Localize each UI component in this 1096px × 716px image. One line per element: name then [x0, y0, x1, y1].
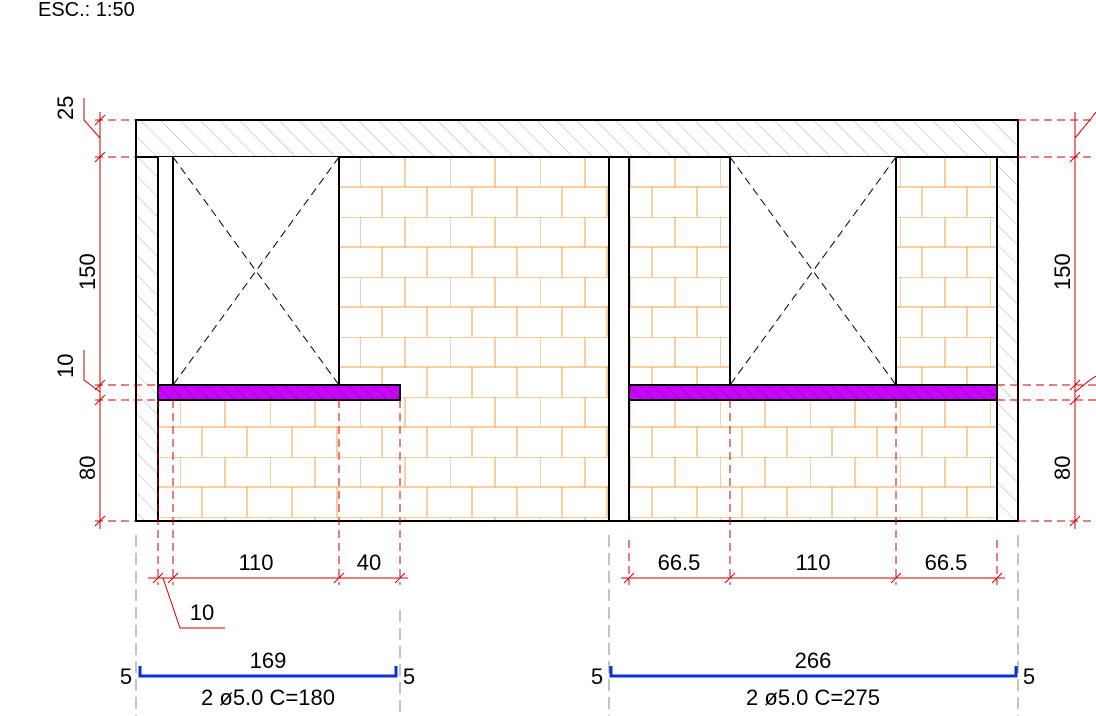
- rebar1-hook-left: 5: [120, 664, 132, 689]
- right-dimension-chain: [1069, 111, 1096, 529]
- rebar2-spec: 2 ø5.0 C=275: [746, 685, 880, 710]
- columns: [135, 156, 1019, 522]
- dim-bottom-right: 80: [1050, 456, 1075, 480]
- scale-label: ESC.: 1:50: [38, 0, 135, 21]
- dim-window1-opening: 110: [238, 550, 273, 575]
- window2-dim-extensions: [628, 400, 998, 585]
- rebar2-hook-left: 5: [591, 664, 603, 689]
- sill-beam-1: [157, 384, 401, 401]
- dim-window2-opening: 110: [795, 550, 830, 575]
- level-extension-lines: [95, 119, 1096, 522]
- rebar-1: [138, 666, 398, 678]
- dim-window1-offset: 10: [190, 600, 214, 625]
- rebar1-length: 169: [250, 648, 287, 673]
- window2-dim-line: [621, 572, 1005, 584]
- rebar2-hook-right: 5: [1023, 664, 1035, 689]
- window-opening-1: [157, 156, 340, 386]
- dim-window1-extension: 40: [357, 550, 381, 575]
- top-beam: [135, 119, 1019, 158]
- dim-window2-right: 66.5: [925, 550, 968, 575]
- rebar1-spec: 2 ø5.0 C=180: [201, 685, 335, 710]
- wall-outline: [135, 119, 1019, 522]
- window1-dim-line: [148, 572, 408, 629]
- left-dimension-chain: [83, 98, 106, 529]
- window-opening-2: [729, 156, 897, 386]
- dim-bottom-left: 80: [75, 456, 100, 480]
- window1-dim-extensions: [157, 400, 401, 585]
- rebar-2: [609, 666, 1018, 678]
- dim-sill: 10: [53, 354, 78, 378]
- dim-window-height-right: 150: [1050, 253, 1075, 290]
- gray-extension-lines: [135, 535, 1019, 716]
- dim-window-height-left: 150: [75, 253, 100, 290]
- dim-top-band: 25: [53, 96, 78, 120]
- dim-window2-left: 66.5: [658, 550, 701, 575]
- rebar1-hook-right: 5: [403, 664, 415, 689]
- sill-beam-2: [628, 384, 998, 401]
- rebar2-length: 266: [795, 648, 832, 673]
